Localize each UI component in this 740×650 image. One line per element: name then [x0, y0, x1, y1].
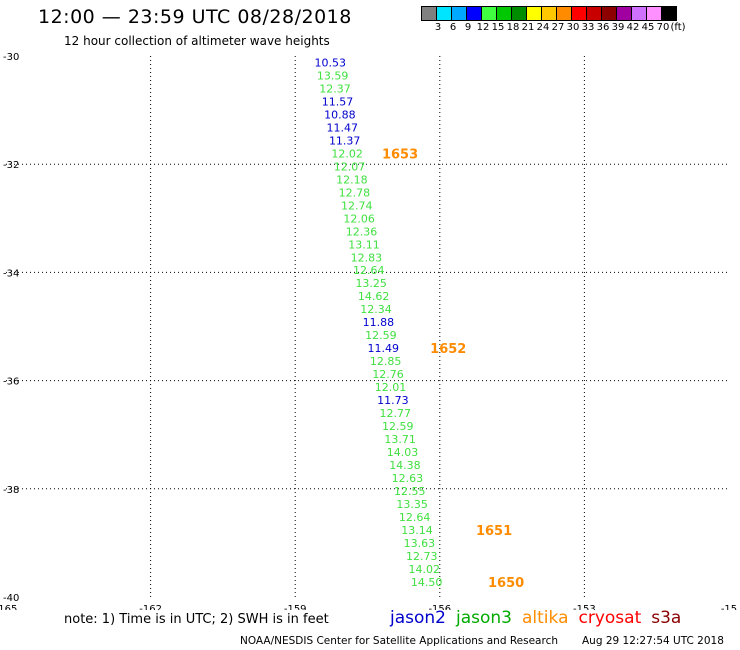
- wave-height-value: 12.37: [319, 82, 351, 95]
- x-tick-label: -165: [0, 604, 17, 610]
- scale-label: 70: [656, 22, 670, 33]
- wave-height-value: 11.49: [368, 342, 400, 355]
- page-title: 12:00 — 23:59 UTC 08/28/2018: [38, 6, 352, 28]
- wave-height-value: 12.59: [365, 329, 397, 342]
- wave-height-value: 11.73: [377, 394, 409, 407]
- scale-label: 42: [626, 22, 640, 33]
- wave-height-value: 14.02: [408, 563, 440, 576]
- wave-height-value: 12.74: [341, 199, 373, 212]
- wave-height-value: 12.64: [353, 264, 385, 277]
- wave-height-value: 12.83: [351, 251, 383, 264]
- legend-jason3: jason3: [456, 608, 512, 628]
- wave-height-value: 12.55: [394, 485, 426, 498]
- y-tick-label: -40: [3, 593, 19, 604]
- wave-height-value: 12.73: [406, 550, 438, 563]
- y-tick-label: -36: [3, 377, 19, 388]
- wave-height-value: 12.07: [334, 160, 366, 173]
- wave-height-value: 14.38: [389, 459, 421, 472]
- y-tick-label: -32: [3, 160, 19, 171]
- scale-label: 6: [449, 22, 457, 33]
- wave-height-value: 10.88: [324, 108, 356, 121]
- x-tick-label: -159: [284, 604, 307, 610]
- wave-height-value: 14.62: [358, 290, 390, 303]
- wave-height-value: 11.47: [327, 121, 359, 134]
- wave-height-value: 12.01: [375, 381, 407, 394]
- wave-height-value: 12.59: [382, 420, 414, 433]
- wave-height-value: 11.37: [329, 134, 361, 147]
- scale-swatch: [661, 6, 677, 21]
- pass-time-label: 1650: [488, 576, 524, 591]
- scale-label: 18: [506, 22, 520, 33]
- scale-label: 15: [491, 22, 505, 33]
- scale-label: 45: [641, 22, 655, 33]
- legend-altika: altika: [522, 608, 569, 628]
- legend-jason2: jason2: [390, 608, 446, 628]
- wave-height-value: 12.76: [372, 368, 404, 381]
- wave-height-value: 12.02: [331, 147, 363, 160]
- scale-label: 36: [596, 22, 610, 33]
- generation-timestamp: Aug 29 12:27:54 UTC 2018: [582, 635, 724, 647]
- scale-label: 24: [536, 22, 550, 33]
- units-note: note: 1) Time is in UTC; 2) SWH is in fe…: [64, 612, 329, 627]
- grid-lines: [6, 56, 729, 597]
- x-tick-label: -15: [721, 604, 737, 610]
- x-tick-label: -162: [139, 604, 162, 610]
- wave-height-value: 12.85: [370, 355, 402, 368]
- wave-height-value: 12.77: [380, 407, 412, 420]
- wave-height-value: 12.34: [360, 303, 392, 316]
- y-tick-label: -38: [3, 485, 19, 496]
- x-tick-label: -156: [428, 604, 451, 610]
- pass-time-label: 1652: [430, 342, 466, 357]
- scale-label: 33: [581, 22, 595, 33]
- wave-height-value: 12.18: [336, 173, 368, 186]
- data-points: 10.5313.5912.3711.5710.8811.4711.3712.02…: [314, 56, 442, 588]
- wave-height-value: 11.88: [363, 316, 395, 329]
- wave-height-value: 10.53: [314, 56, 346, 69]
- wave-height-value: 13.14: [401, 524, 433, 537]
- wave-height-value: 11.57: [322, 95, 354, 108]
- pass-time-label: 1653: [382, 147, 418, 162]
- wave-height-value: 12.36: [346, 225, 378, 238]
- wave-height-value: 13.11: [348, 238, 380, 251]
- axis-ticks: -165 -162 -159 -156 -153 -15 -30 -32 -34 -36 -38 -4…: [0, 52, 737, 610]
- wave-height-chart: -165 -162 -159 -156 -153 -15 -30 -32 -34 -36 -38 -4…: [0, 52, 737, 610]
- wave-height-value: 13.35: [396, 498, 428, 511]
- wave-height-value: 14.50: [411, 576, 443, 589]
- wave-height-value: 13.25: [355, 277, 387, 290]
- wave-height-value: 13.63: [404, 537, 436, 550]
- legend-cryosat: cryosat: [578, 608, 642, 628]
- scale-label: 39: [611, 22, 625, 33]
- scale-label: 30: [566, 22, 580, 33]
- wave-height-value: 14.03: [387, 446, 419, 459]
- wave-height-value: 13.71: [384, 433, 416, 446]
- wave-height-value: 12.06: [343, 212, 375, 225]
- legend-s3a: s3a: [651, 608, 682, 628]
- pass-time-label: 1651: [476, 524, 512, 539]
- time-labels: 1653 1652 1651 1650: [382, 147, 524, 590]
- credit-text: NOAA/NESDIS Center for Satellite Applica…: [240, 635, 558, 647]
- color-scale: [421, 6, 677, 21]
- wave-height-value: 12.78: [339, 186, 371, 199]
- scale-label: 3: [434, 22, 442, 33]
- page-subtitle: 12 hour collection of altimeter wave hei…: [64, 34, 330, 48]
- y-tick-label: -30: [3, 52, 19, 63]
- wave-height-value: 13.59: [317, 69, 349, 82]
- y-tick-label: -34: [3, 268, 19, 279]
- scale-label: 12: [476, 22, 490, 33]
- x-tick-label: -153: [573, 604, 596, 610]
- scale-label: (ft): [670, 22, 686, 33]
- satellite-legend: jason2 jason3 altika cryosat s3a: [390, 608, 691, 628]
- scale-label: 9: [464, 22, 472, 33]
- scale-label: 27: [551, 22, 565, 33]
- wave-height-value: 12.63: [392, 472, 424, 485]
- wave-height-value: 12.64: [399, 511, 431, 524]
- scale-label: 21: [521, 22, 535, 33]
